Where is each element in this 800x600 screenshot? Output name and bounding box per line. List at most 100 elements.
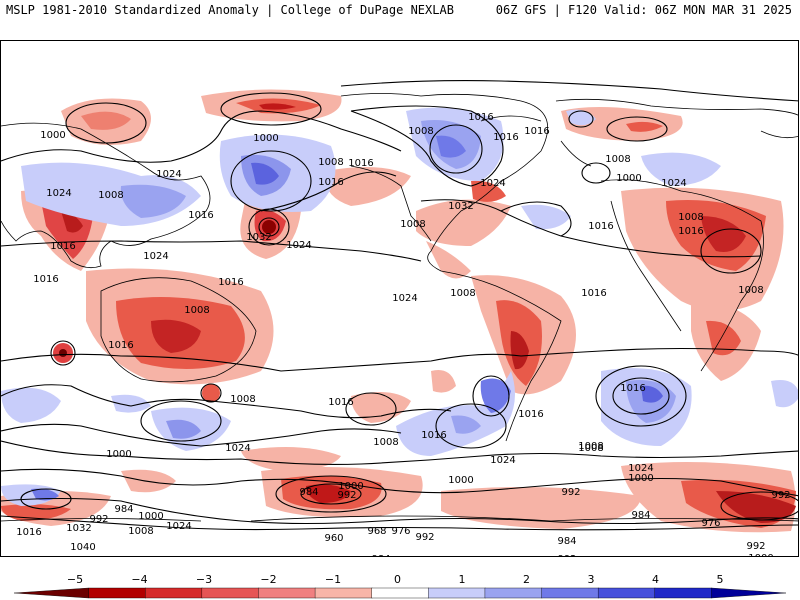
colorbar-tick-label: 2 xyxy=(523,573,530,586)
colorbar-tick-label: −4 xyxy=(131,573,147,586)
isobar-label: 1032 xyxy=(66,523,91,534)
colorbar-tick-label: −3 xyxy=(196,573,212,586)
colorbar-block xyxy=(88,587,146,599)
isobar-label: 1016 xyxy=(108,340,133,351)
isobar-label: 984 xyxy=(299,487,318,498)
colorbar-tick-label: 1 xyxy=(459,573,466,586)
isobar-label: 992 xyxy=(337,490,356,501)
isobar-label: 1016 xyxy=(588,221,613,232)
isobar-label: 1016 xyxy=(318,177,343,188)
colorbar-block xyxy=(201,587,260,599)
isobar-label: 1024 xyxy=(156,169,181,180)
isobar-label: 1016 xyxy=(581,288,606,299)
isobar-label: 984 xyxy=(631,510,650,521)
isobar-label: 1016 xyxy=(493,132,518,143)
colorbar-block xyxy=(145,587,203,599)
isobar-label: 1016 xyxy=(620,383,645,394)
isobar-label: 1016 xyxy=(518,409,543,420)
isobar-label: 1016 xyxy=(328,397,353,408)
isobar-label: 1032 xyxy=(448,201,473,212)
isobar-label: 1000 xyxy=(338,481,363,492)
isobar-label: 984 xyxy=(557,536,576,547)
map-title: MSLP 1981-2010 Standardized Anomaly | Co… xyxy=(6,3,454,17)
isobar-label: 976 xyxy=(701,518,720,529)
colorbar-block xyxy=(654,587,713,599)
isobar-label: 1024 xyxy=(490,455,515,466)
isobar-label: 984 xyxy=(371,554,390,557)
colorbar-tick-label: 5 xyxy=(717,573,724,586)
isobar-label: 960 xyxy=(324,533,343,544)
isobar-label: 1040 xyxy=(70,542,95,553)
isobar-label: 1024 xyxy=(225,443,250,454)
isobar-label: 1008 xyxy=(678,212,703,223)
isobar-label: 1000 xyxy=(106,449,131,460)
isobar-label: 1000 xyxy=(748,553,773,557)
isobar-label: 992 xyxy=(771,490,790,501)
isobar-label: 1024 xyxy=(46,188,71,199)
isobar-label: 1016 xyxy=(678,226,703,237)
isobar-label: 992 xyxy=(561,487,580,498)
isobar-label: 1024 xyxy=(166,521,191,532)
colorbar-tick-label: 0 xyxy=(394,573,401,586)
isobar-label: 1008 xyxy=(98,190,123,201)
isobar-label: 1024 xyxy=(661,178,686,189)
isobar-label: 992 xyxy=(557,554,576,557)
colorbar-block xyxy=(597,587,656,599)
colorbar-ticks: −5 −4 −3 −2 −1 0 1 2 3 4 5 xyxy=(67,573,724,586)
colorbar-block xyxy=(484,587,543,599)
isobar-label: 1008 xyxy=(184,305,209,316)
isobar-label: 1016 xyxy=(468,112,493,123)
isobar-label: 1016 xyxy=(188,210,213,221)
isobar-label: 1008 xyxy=(408,126,433,137)
isobar-label: 968 xyxy=(367,526,386,537)
isobar-label: 1000 xyxy=(253,133,278,144)
isobar-label: 992 xyxy=(415,532,434,543)
model-run-label: 06Z GFS | F120 Valid: 06Z MON MAR 31 202… xyxy=(495,3,792,17)
isobar-label: 1008 xyxy=(450,288,475,299)
colorbar-block xyxy=(13,587,89,599)
colorbar-block xyxy=(258,587,316,599)
anomaly-map[interactable]: 1000 1008 1024 1016 1016 1024 1032 1000 1008 1016… xyxy=(0,40,799,557)
isobar-label: 992 xyxy=(89,514,108,525)
isobar-label: 1032 xyxy=(246,232,271,243)
colorbar-tick-label: −2 xyxy=(260,573,276,586)
isobar-label: 1008 xyxy=(605,154,630,165)
colorbar-block xyxy=(541,587,599,599)
isobar-label: 976 xyxy=(391,526,410,537)
isobar-label: 1024 xyxy=(480,178,505,189)
colorbar-tick-label: 4 xyxy=(652,573,659,586)
colorbar-tick-label: −5 xyxy=(67,573,83,586)
isobar-label: 1024 xyxy=(628,463,653,474)
isobar-label: 1000 xyxy=(448,475,473,486)
isobar-label: 1024 xyxy=(286,240,311,251)
isobar-label: 1008 xyxy=(578,441,603,452)
isobar-label: 1000 xyxy=(40,130,65,141)
isobar-label: 1008 xyxy=(738,285,763,296)
isobar-label: 1008 xyxy=(128,526,153,537)
colorbar-block xyxy=(711,587,787,599)
colorbar-block xyxy=(371,587,430,599)
colorbar-block xyxy=(428,587,486,599)
isobar-label: 1016 xyxy=(421,430,446,441)
colorbar-blocks xyxy=(13,587,787,599)
colorbar-tick-label: 3 xyxy=(588,573,595,586)
colorbar: −5 −4 −3 −2 −1 0 1 2 3 4 5 xyxy=(13,573,787,599)
isobar-label: 1008 xyxy=(318,157,343,168)
isobar-label: 1000 xyxy=(138,511,163,522)
isobar-label: 1016 xyxy=(524,126,549,137)
colorbar-tick-label: −1 xyxy=(325,573,341,586)
isobar-label: 1016 xyxy=(348,158,373,169)
isobar-label: 1016 xyxy=(218,277,243,288)
colorbar-block xyxy=(314,587,373,599)
isobar-label: 1024 xyxy=(392,293,417,304)
isobar-label: 1024 xyxy=(143,251,168,262)
isobar-label: 992 xyxy=(746,541,765,552)
isobar-label: 1016 xyxy=(33,274,58,285)
isobar-label: 984 xyxy=(114,504,133,515)
isobar-label: 1008 xyxy=(230,394,255,405)
isobar-label: 1008 xyxy=(400,219,425,230)
isobar-label: 1000 xyxy=(628,473,653,484)
isobar-label: 1008 xyxy=(578,443,603,454)
